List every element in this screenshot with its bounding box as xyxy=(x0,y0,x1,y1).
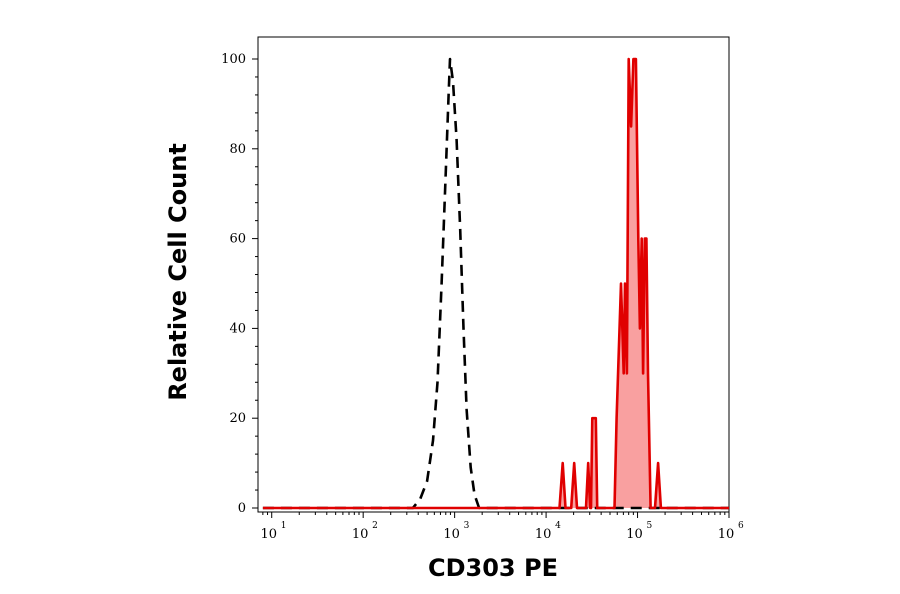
y-tick-label: 0 xyxy=(238,501,246,516)
y-axis-title: Relative Cell Count xyxy=(164,143,192,401)
y-tick-label: 20 xyxy=(229,411,246,426)
y-tick-label: 60 xyxy=(229,232,246,247)
y-tick-label: 40 xyxy=(229,321,246,336)
x-tick-exponent: 5 xyxy=(647,521,653,531)
x-tick-exponent: 1 xyxy=(281,521,287,531)
y-tick-label: 100 xyxy=(221,52,246,67)
series-fill-layer xyxy=(262,59,729,508)
x-tick-label: 10 xyxy=(443,527,460,542)
x-axis-title: CD303 PE xyxy=(428,554,558,582)
x-tick-label: 10 xyxy=(260,527,277,542)
series-1-line xyxy=(262,57,729,510)
x-tick-exponent: 6 xyxy=(738,521,744,531)
x-tick-label: 10 xyxy=(626,527,643,542)
series-0-line xyxy=(262,57,729,510)
y-tick-label: 80 xyxy=(229,142,246,157)
x-tick-label: 10 xyxy=(535,527,552,542)
series-line-layer xyxy=(262,57,729,510)
series-1-fill xyxy=(262,59,729,508)
x-tick-label: 10 xyxy=(718,527,735,542)
x-tick-label: 10 xyxy=(352,527,369,542)
x-tick-exponent: 2 xyxy=(372,521,378,531)
x-tick-exponent: 3 xyxy=(464,521,470,531)
y-axis: 0 20 40 60 80 100 xyxy=(221,52,258,516)
x-tick-exponent: 4 xyxy=(555,521,561,531)
plot-frame xyxy=(257,36,730,513)
